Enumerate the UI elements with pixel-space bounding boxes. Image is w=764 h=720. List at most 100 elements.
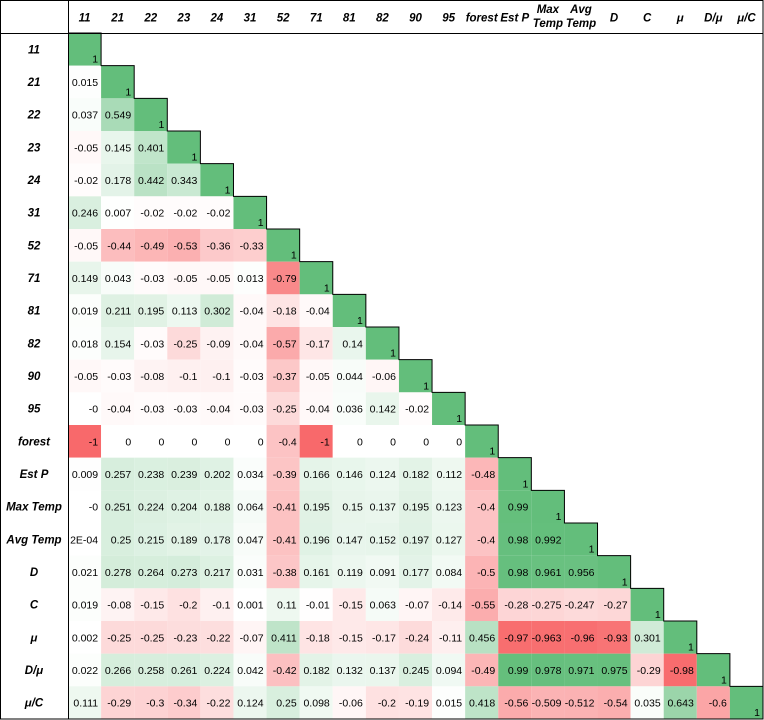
heatmap-cell: -0.6 bbox=[696, 686, 730, 719]
cell-value-label: 1 bbox=[92, 54, 98, 66]
heatmap-cell: 0.154 bbox=[101, 327, 135, 360]
cell-fill bbox=[498, 490, 532, 523]
heatmap-cell: 0.001 bbox=[233, 588, 267, 621]
heatmap-cell: 0.14 bbox=[332, 327, 366, 360]
cell-value-label: 0.124 bbox=[237, 698, 263, 710]
heatmap-cell: 1 bbox=[729, 686, 763, 719]
cell-value-label: 0.035 bbox=[634, 698, 660, 710]
heatmap-cell: -0.03 bbox=[233, 359, 267, 393]
cell-value-label: -0.42 bbox=[273, 665, 297, 677]
cell-value-label: 0 bbox=[225, 436, 231, 448]
heatmap-cell: -0.25 bbox=[134, 621, 168, 654]
heatmap-cell: 0.035 bbox=[630, 686, 664, 719]
cell-fill bbox=[266, 229, 300, 262]
cell-value-label: 0.094 bbox=[436, 665, 462, 677]
cell-value-label: -0.07 bbox=[405, 600, 429, 612]
cell-value-label: 0.091 bbox=[370, 567, 396, 579]
cell-value-label: 0.278 bbox=[105, 567, 131, 579]
cell-value-label: 0.188 bbox=[204, 502, 230, 514]
cell-value-label: -0.79 bbox=[273, 273, 297, 285]
cell-fill bbox=[134, 425, 168, 458]
heatmap-cell: 1 bbox=[299, 261, 333, 294]
cell-value-label: 0.124 bbox=[370, 469, 396, 481]
heatmap-cell: 1 bbox=[465, 425, 499, 458]
heatmap-cell: -0.07 bbox=[398, 588, 433, 621]
cell-value-label: -0.41 bbox=[273, 534, 297, 546]
heatmap-cell: 0.11 bbox=[266, 588, 300, 621]
heatmap-cell: 0.211 bbox=[101, 294, 135, 327]
heatmap-cell: 0.137 bbox=[365, 490, 399, 523]
cell-fill bbox=[167, 359, 201, 393]
cell-fill bbox=[663, 653, 697, 687]
cell-value-label: -0.23 bbox=[173, 632, 197, 644]
heatmap-cell: -0.5 bbox=[465, 555, 499, 589]
heatmap-cell: -0.2 bbox=[167, 588, 201, 621]
heatmap-cell: 0.166 bbox=[299, 457, 333, 491]
cell-fill bbox=[134, 523, 168, 556]
column-header-90: 90 bbox=[409, 13, 422, 25]
heatmap-cell: -0.03 bbox=[101, 359, 135, 393]
heatmap-cell: 0.111 bbox=[68, 686, 102, 719]
cell-fill bbox=[233, 653, 267, 687]
heatmap-cell: -0.15 bbox=[332, 588, 366, 621]
heatmap-cell: -0.1 bbox=[167, 359, 201, 393]
cell-fill bbox=[564, 686, 598, 719]
cell-fill bbox=[432, 425, 466, 458]
cell-value-label: 0.202 bbox=[204, 469, 230, 481]
column-header-mu-over-c: μ/C bbox=[736, 13, 756, 25]
cell-fill bbox=[134, 294, 168, 327]
row-label-11: 11 bbox=[28, 44, 40, 56]
cell-fill bbox=[167, 555, 201, 589]
cell-fill bbox=[465, 653, 499, 687]
cell-fill bbox=[365, 457, 399, 491]
heatmap-cell: -0.04 bbox=[233, 294, 267, 327]
column-header-mu: μ bbox=[676, 13, 684, 25]
cell-value-label: 0.042 bbox=[237, 665, 263, 677]
heatmap-cell: -0.05 bbox=[200, 261, 234, 295]
cell-value-label: 0.418 bbox=[469, 698, 495, 710]
cell-value-label: -0.04 bbox=[240, 306, 264, 318]
heatmap-cell: 0.098 bbox=[299, 686, 333, 719]
heatmap-cell: -0.42 bbox=[266, 653, 300, 687]
heatmap-cell: 0.037 bbox=[68, 98, 102, 131]
cell-value-label: 0.245 bbox=[403, 665, 429, 677]
heatmap-cell: -0.05 bbox=[68, 131, 102, 164]
heatmap-cell: 0.246 bbox=[68, 196, 102, 229]
cell-value-label: -0.275 bbox=[532, 600, 562, 612]
cell-value-label: 0.047 bbox=[237, 534, 263, 546]
cell-fill bbox=[299, 327, 333, 360]
cell-fill bbox=[531, 686, 565, 719]
cell-fill bbox=[167, 131, 201, 164]
cell-value-label: 0.043 bbox=[105, 273, 131, 285]
cell-value-label: -0.34 bbox=[173, 698, 197, 710]
cell-value-label: 0 bbox=[456, 436, 462, 448]
cell-value-label: -0.98 bbox=[670, 665, 694, 677]
cell-value-label: 1 bbox=[258, 217, 264, 229]
cell-fill bbox=[299, 425, 333, 458]
cell-value-label: -0.11 bbox=[439, 632, 462, 644]
heatmap-cell: 0.094 bbox=[432, 653, 466, 687]
cell-value-label: 1 bbox=[423, 380, 429, 392]
cell-value-label: -0.5 bbox=[477, 567, 495, 579]
cell-fill bbox=[233, 327, 267, 360]
cell-value-label: 1 bbox=[721, 674, 727, 686]
cell-fill bbox=[365, 327, 399, 360]
heatmap-cell: 0.091 bbox=[365, 555, 399, 589]
heatmap-cell: -0.04 bbox=[299, 294, 333, 327]
cell-fill bbox=[299, 686, 333, 719]
cell-fill bbox=[167, 294, 201, 327]
heatmap-cell: -0.49 bbox=[134, 229, 168, 262]
row-label-23: 23 bbox=[27, 142, 41, 154]
cell-fill bbox=[531, 653, 565, 687]
cell-fill bbox=[233, 359, 267, 393]
heatmap-cell: -0.4 bbox=[465, 523, 499, 556]
cell-fill bbox=[134, 163, 168, 197]
cell-fill bbox=[630, 588, 664, 621]
cell-fill bbox=[68, 294, 102, 327]
cell-value-label: -0.963 bbox=[532, 632, 562, 644]
heatmap-cell: 0.549 bbox=[101, 98, 135, 131]
cell-fill bbox=[134, 457, 168, 491]
cell-value-label: 1 bbox=[192, 152, 198, 164]
heatmap-cell: -0 bbox=[68, 392, 102, 425]
heatmap-cell: -0.1 bbox=[200, 588, 234, 621]
